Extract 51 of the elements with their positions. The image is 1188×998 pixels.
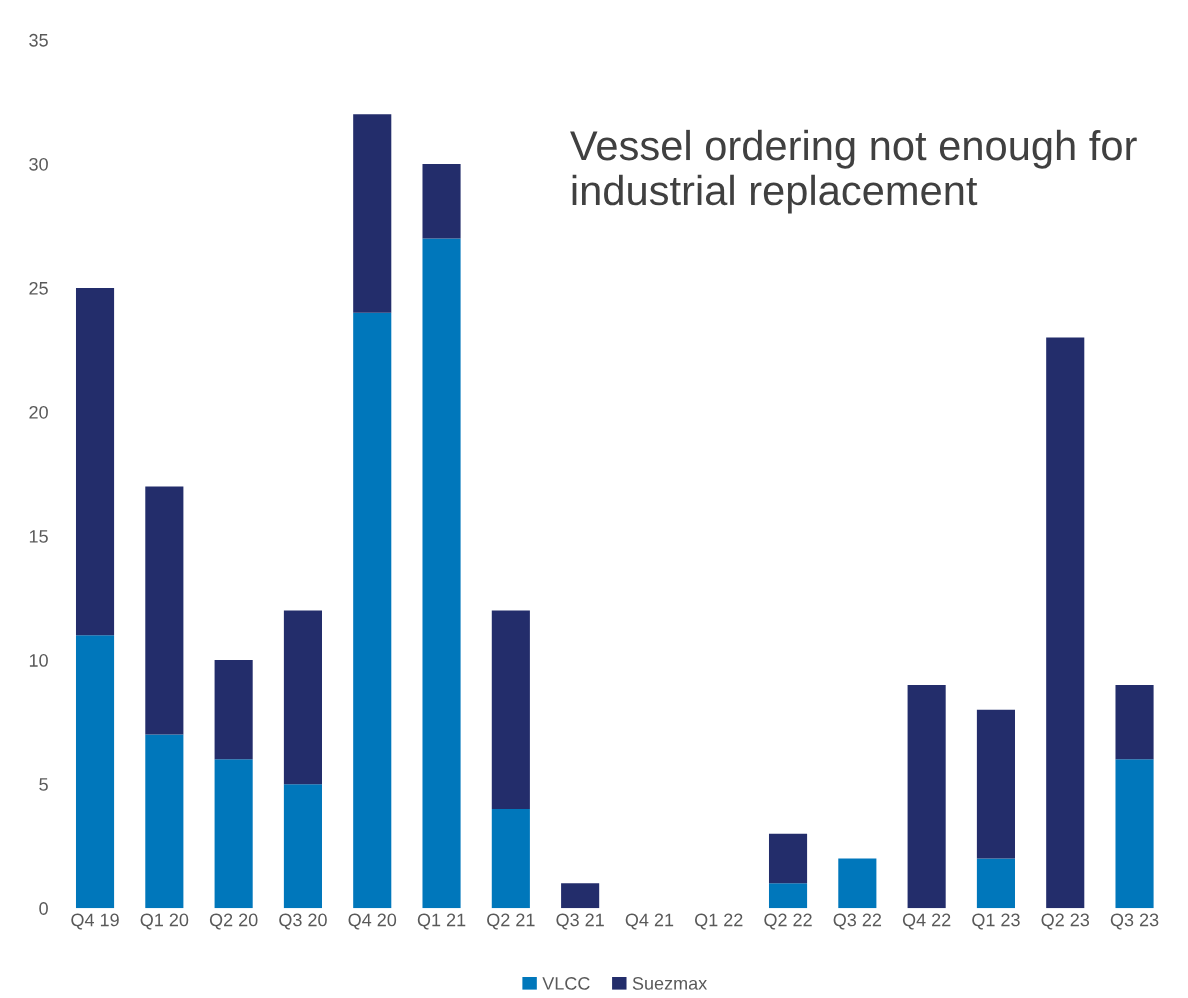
bar: [145, 486, 184, 735]
bar: [75, 635, 115, 909]
y-tick-label: 20: [29, 405, 48, 419]
x-tick-label: Q3 21: [556, 913, 604, 930]
bar: [768, 883, 808, 909]
x-tick-label: Q3 20: [279, 913, 327, 930]
bar: [491, 610, 530, 809]
bar: [1115, 759, 1154, 909]
x-tick-label: Q2 22: [764, 913, 812, 930]
y-tick-label: 35: [29, 33, 48, 47]
x-tick-label: Q2 20: [209, 913, 258, 930]
bar: [422, 238, 461, 909]
bar: [907, 684, 946, 909]
y-tick-label: 0: [39, 902, 48, 915]
x-tick-label: Q3 22: [833, 913, 882, 930]
legend-label: Suezmax: [632, 977, 707, 990]
y-tick-label: 30: [29, 157, 48, 171]
bar: [353, 312, 392, 909]
x-tick-label: Q4 22: [902, 913, 951, 930]
x-tick-label: Q4 19: [71, 913, 119, 930]
bar: [283, 784, 322, 909]
bar: [976, 858, 1015, 909]
bar: [145, 734, 184, 909]
x-tick-label: Q3 23: [1110, 913, 1159, 930]
bar: [976, 709, 1015, 859]
x-tick-label: Q4 20: [348, 913, 397, 930]
y-tick-label: 5: [39, 778, 48, 791]
bar: [353, 114, 392, 313]
bar: [422, 163, 461, 239]
bar: [1115, 684, 1154, 760]
x-tick-label: Q2 23: [1041, 913, 1090, 930]
bar: [838, 858, 877, 909]
annotation: Vessel ordering not enough for industrial replacement: [570, 129, 1137, 214]
x-tick-label: Q1 20: [140, 913, 189, 930]
bar: [75, 287, 115, 636]
x-tick-label: Q1 23: [972, 913, 1020, 930]
y-tick-label: 15: [29, 530, 48, 543]
bar: [1046, 337, 1085, 909]
x-tick-label: Q1 22: [695, 913, 743, 930]
x-tick-label: Q2 21: [487, 913, 535, 930]
bar: [214, 759, 253, 909]
bar: [214, 660, 253, 760]
x-tick-label: Q1 21: [417, 913, 466, 930]
y-tick-label: 25: [29, 281, 48, 295]
bar: [491, 808, 530, 909]
bar: [283, 610, 322, 785]
bar: [561, 883, 600, 909]
y-tick-label: 10: [29, 654, 48, 667]
bar: [768, 833, 808, 884]
legend-label: VLCC: [542, 977, 590, 990]
x-tick-label: Q4 21: [625, 913, 674, 930]
